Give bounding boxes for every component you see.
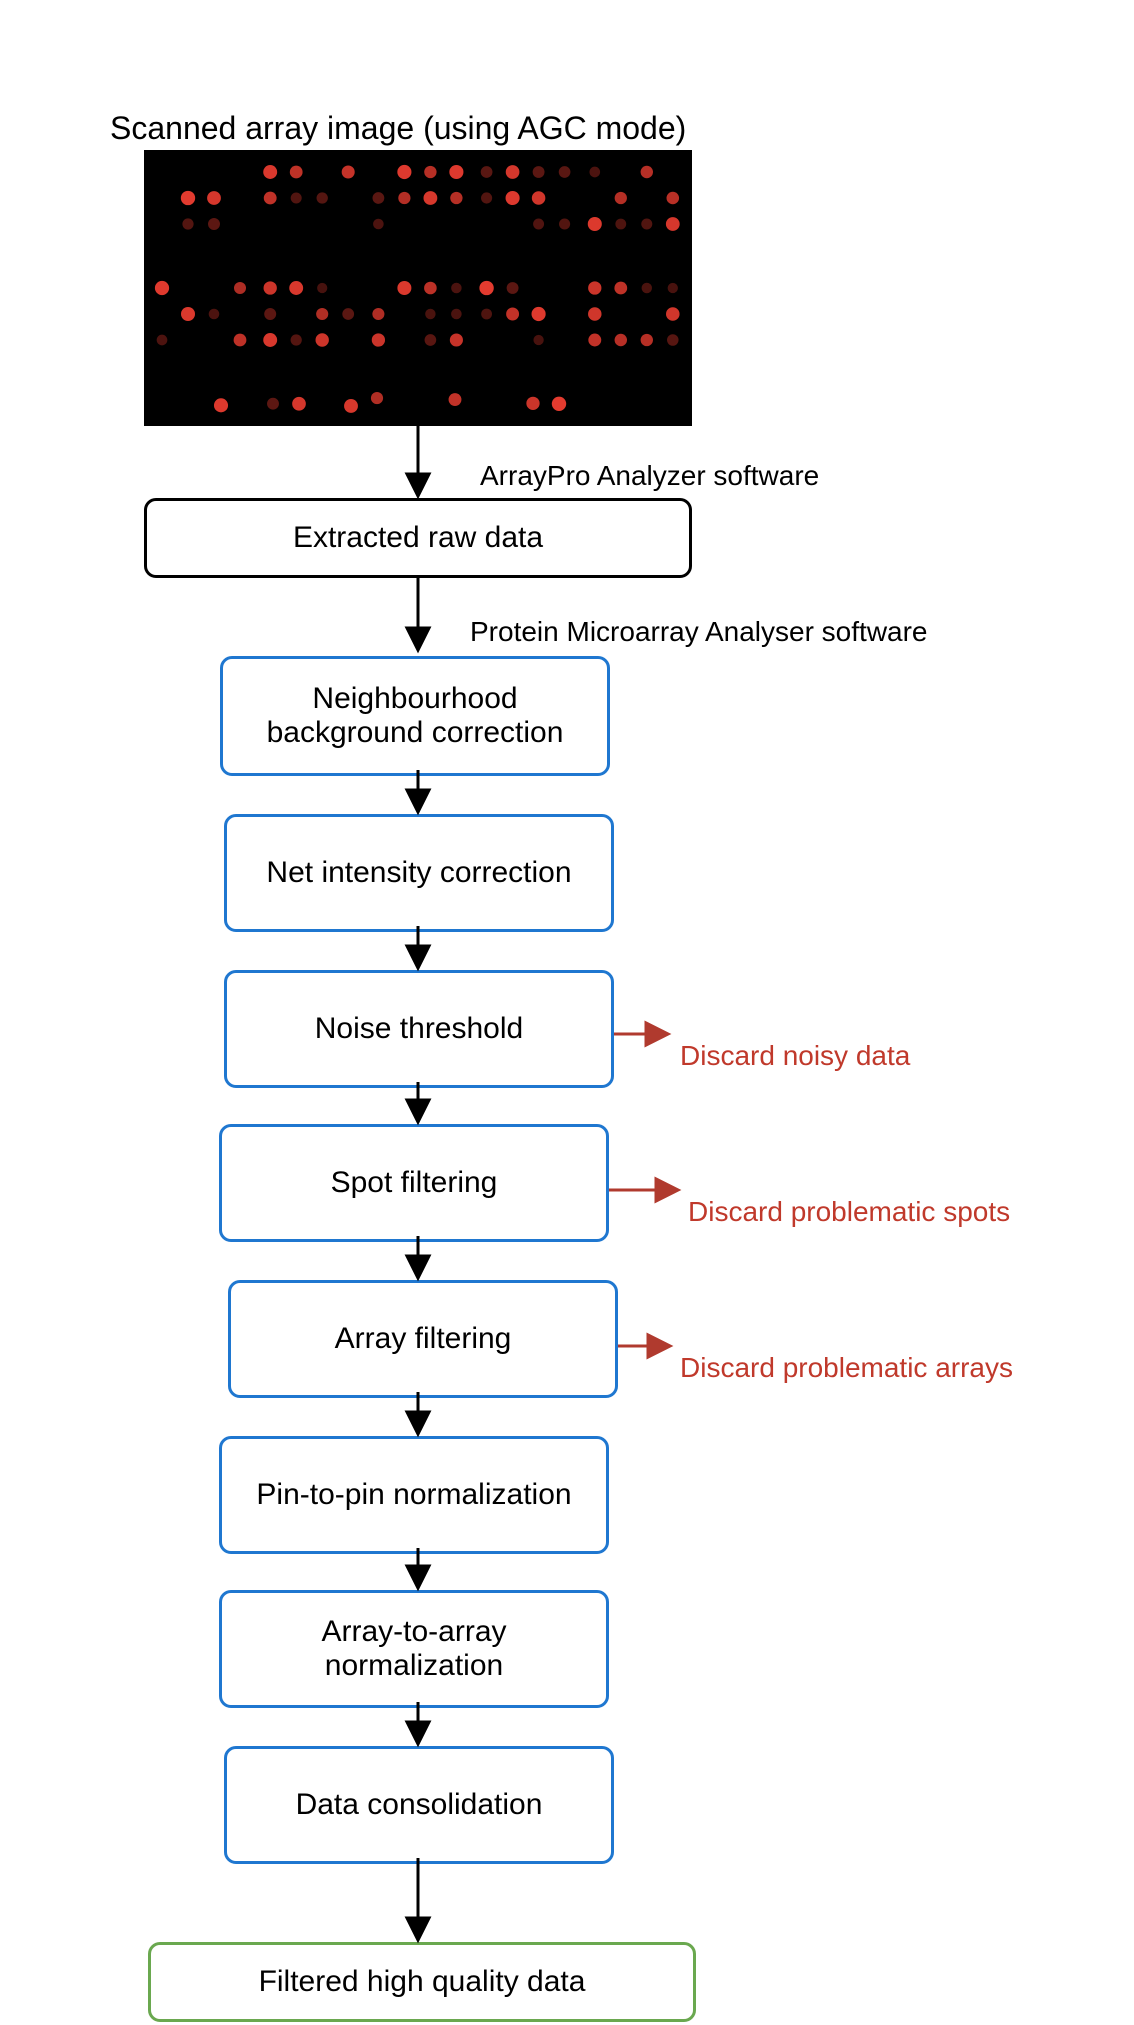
box-array-filtering: Array filtering: [228, 1280, 618, 1398]
box-neighbourhood-bg-correction: Neighbourhood background correction: [220, 656, 610, 776]
box-filtered-high-quality-data: Filtered high quality data: [148, 1942, 696, 2022]
microarray-image: [144, 150, 692, 426]
box-extracted-raw-data: Extracted raw data: [144, 498, 692, 578]
label-discard-problematic-spots: Discard problematic spots: [688, 1196, 1010, 1228]
diagram-title: Scanned array image (using AGC mode): [110, 110, 686, 147]
label-discard-problematic-arrays: Discard problematic arrays: [680, 1352, 1013, 1384]
box-net-intensity-correction: Net intensity correction: [224, 814, 614, 932]
box-noise-threshold: Noise threshold: [224, 970, 614, 1088]
label-pma-software: Protein Microarray Analyser software: [470, 616, 928, 648]
box-pin-to-pin-normalization: Pin-to-pin normalization: [219, 1436, 609, 1554]
label-arraypro-software: ArrayPro Analyzer software: [480, 460, 819, 492]
box-array-to-array-normalization: Array-to-array normalization: [219, 1590, 609, 1708]
box-spot-filtering: Spot filtering: [219, 1124, 609, 1242]
box-data-consolidation: Data consolidation: [224, 1746, 614, 1864]
label-discard-noisy-data: Discard noisy data: [680, 1040, 910, 1072]
